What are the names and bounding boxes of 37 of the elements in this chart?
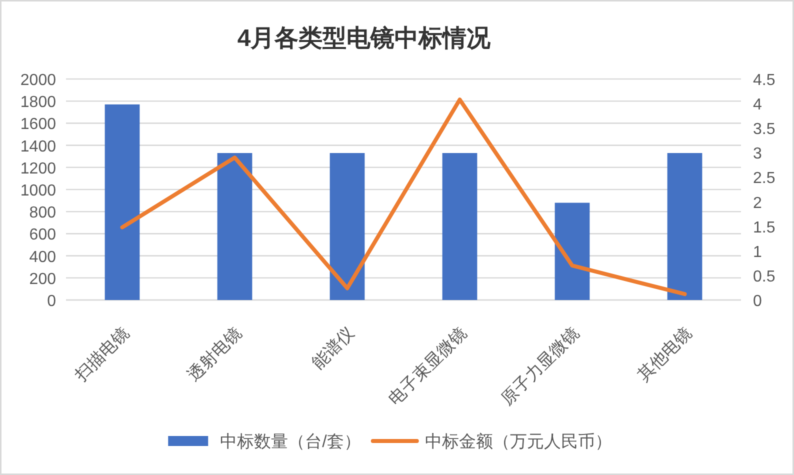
legend-label: 中标数量（台/套） <box>220 432 361 451</box>
x-tick-label: 扫描电镜 <box>70 323 134 386</box>
y2-tick-label: 1 <box>753 244 762 261</box>
bar <box>217 153 252 300</box>
bar <box>554 202 590 300</box>
x-tick-label: 能谱仪 <box>308 323 358 373</box>
y-tick-label: 1000 <box>20 182 56 200</box>
y-tick-label: 600 <box>29 226 56 244</box>
y2-tick-label: 4 <box>753 96 762 114</box>
y-tick-label: 2000 <box>20 72 56 89</box>
bar <box>104 104 140 300</box>
y-tick-label: 1600 <box>20 116 56 134</box>
y2-tick-label: 1.5 <box>753 219 776 236</box>
x-tick-label: 原子力显微镜 <box>498 323 584 409</box>
y2-tick-label: 0.5 <box>753 268 776 286</box>
y2-tick-label: 4.5 <box>753 72 776 89</box>
bar <box>442 153 478 300</box>
line-series <box>120 98 687 296</box>
y2-tick-label: 2.5 <box>753 170 776 188</box>
y-tick-label: 1800 <box>20 94 56 112</box>
bar <box>667 153 702 300</box>
y2-tick-label: 0 <box>753 293 762 310</box>
bar <box>330 153 365 300</box>
chart-title: 4月各类型电镜中标情况 <box>237 25 492 52</box>
x-tick-label: 电子束显微镜 <box>385 323 471 409</box>
y-tick-label: 200 <box>29 270 56 288</box>
y2-tick-label: 3 <box>753 146 762 163</box>
legend-label: 中标金额（万元人民币） <box>424 432 612 451</box>
y-tick-label: 1200 <box>20 160 56 178</box>
y-tick-label: 800 <box>29 204 56 222</box>
x-tick-label: 透射电镜 <box>184 323 246 385</box>
y-tick-label: 1400 <box>20 138 56 156</box>
y-tick-label: 400 <box>29 248 56 266</box>
y2-tick-label: 3.5 <box>753 121 776 138</box>
x-tick-label: 其他电镜 <box>634 323 696 385</box>
y2-tick-label: 2 <box>753 194 762 212</box>
y-tick-label: 0 <box>47 293 56 310</box>
